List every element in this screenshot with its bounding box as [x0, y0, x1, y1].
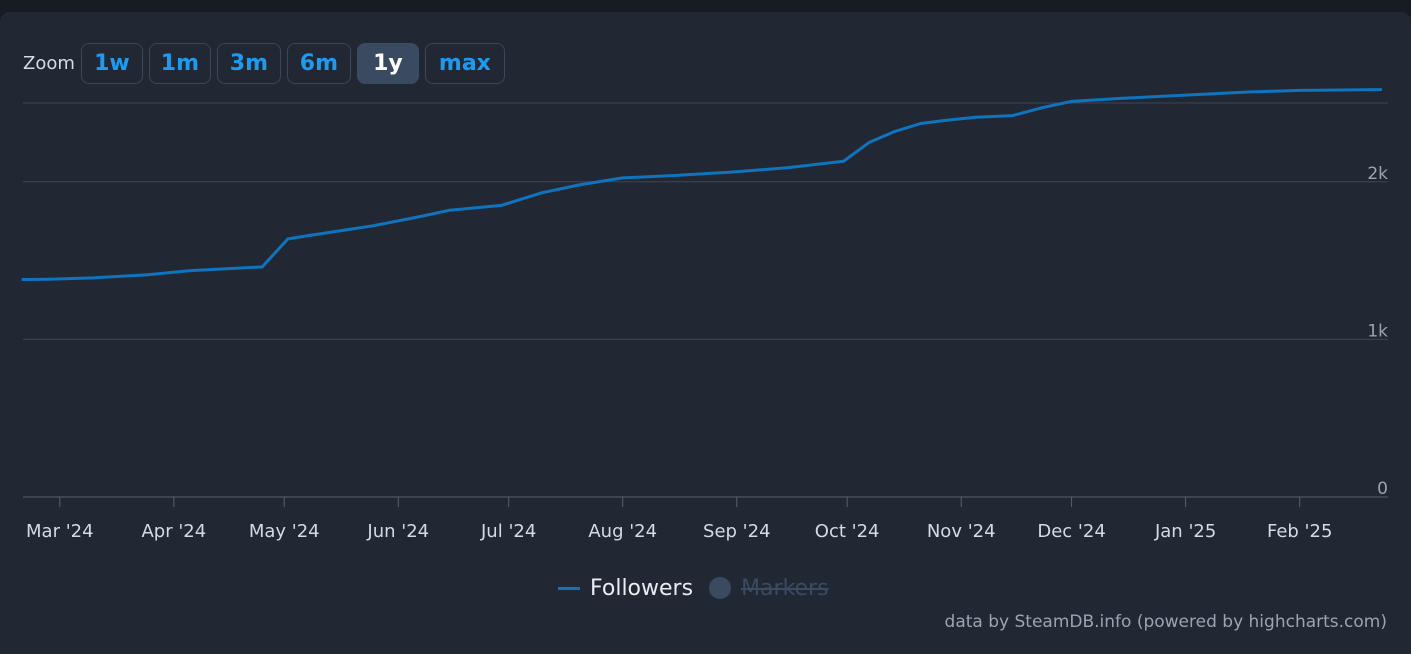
x-tick-label: Jan '25	[1154, 521, 1216, 542]
followers-line-swatch	[558, 586, 580, 590]
data-point[interactable]	[21, 278, 25, 282]
data-point[interactable]	[371, 224, 375, 228]
x-axis: Mar '24 Apr '24 May '24 Jun '24 Jul '24 Aug '…	[23, 496, 1388, 542]
data-point[interactable]	[1246, 90, 1250, 94]
data-point[interactable]	[974, 115, 978, 119]
data-point[interactable]	[286, 237, 290, 241]
data-point[interactable]	[499, 203, 503, 207]
data-point[interactable]	[919, 121, 923, 125]
data-point[interactable]	[146, 273, 150, 277]
data-point[interactable]	[47, 277, 51, 281]
zoom-1m-button[interactable]: 1m	[148, 43, 211, 84]
data-point[interactable]	[1011, 114, 1015, 118]
data-point[interactable]	[260, 265, 264, 269]
x-tick-label: Mar '24	[26, 521, 94, 542]
data-point[interactable]	[841, 159, 845, 163]
series-layer	[21, 88, 1383, 282]
markers-dot-swatch	[709, 577, 732, 599]
zoom-3m-button[interactable]: 3m	[216, 43, 281, 84]
legend-followers-label: Followers	[590, 575, 694, 601]
data-point[interactable]	[786, 166, 790, 170]
data-point[interactable]	[448, 208, 452, 212]
y-axis-labels: 0 1k 2k	[1367, 164, 1388, 499]
data-point[interactable]	[944, 118, 948, 122]
x-tick-label: May '24	[249, 521, 320, 542]
data-point[interactable]	[418, 214, 422, 218]
zoom-1w-button[interactable]: 1w	[80, 43, 143, 84]
data-point[interactable]	[1070, 99, 1074, 103]
zoom-max-button[interactable]: max	[424, 43, 505, 84]
zoom-1y-button[interactable]: 1y	[356, 43, 419, 84]
data-point[interactable]	[893, 129, 897, 133]
zoom-label: Zoom	[23, 53, 75, 74]
data-point[interactable]	[1121, 96, 1125, 100]
zoom-6m-button[interactable]: 6m	[286, 43, 351, 84]
y-tick-label: 2k	[1367, 164, 1388, 184]
data-point[interactable]	[308, 233, 312, 237]
data-point[interactable]	[1184, 93, 1188, 97]
data-point[interactable]	[91, 276, 95, 280]
chart-panel	[0, 12, 1411, 654]
x-tick-label: Nov '24	[927, 521, 996, 542]
x-tick-label: Dec '24	[1037, 521, 1105, 542]
y-tick-label: 0	[1377, 479, 1388, 499]
series-line-followers[interactable]	[21, 88, 1383, 281]
x-tick-label: Jul '24	[480, 521, 536, 542]
grid-lines	[23, 102, 1388, 340]
x-tick-label: Jun '24	[366, 521, 429, 542]
chart-credits[interactable]: data by SteamDB.info (powered by highcha…	[944, 612, 1387, 632]
data-point[interactable]	[577, 183, 581, 187]
data-point[interactable]	[867, 140, 871, 144]
x-tick-label: Feb '25	[1267, 521, 1332, 542]
data-point[interactable]	[727, 170, 731, 174]
chart-legend: Followers Markers	[558, 570, 845, 606]
zoom-controls: Zoom 1w 1m 3m 6m 1y max	[23, 42, 511, 85]
data-point[interactable]	[621, 176, 625, 180]
data-point[interactable]	[1298, 88, 1302, 92]
data-point[interactable]	[187, 269, 191, 273]
legend-item-markers[interactable]: Markers	[709, 576, 829, 601]
legend-markers-label: Markers	[741, 575, 829, 601]
data-point[interactable]	[1040, 106, 1044, 110]
data-point[interactable]	[1379, 88, 1383, 92]
x-tick-label: Aug '24	[588, 521, 657, 542]
legend-item-followers[interactable]: Followers	[558, 576, 693, 601]
x-tick-label: Sep '24	[703, 521, 771, 542]
x-tick-label: Apr '24	[141, 521, 206, 542]
data-point[interactable]	[672, 173, 676, 177]
x-tick-label: Oct '24	[815, 521, 880, 542]
data-point[interactable]	[540, 191, 544, 195]
y-tick-label: 1k	[1367, 321, 1388, 341]
